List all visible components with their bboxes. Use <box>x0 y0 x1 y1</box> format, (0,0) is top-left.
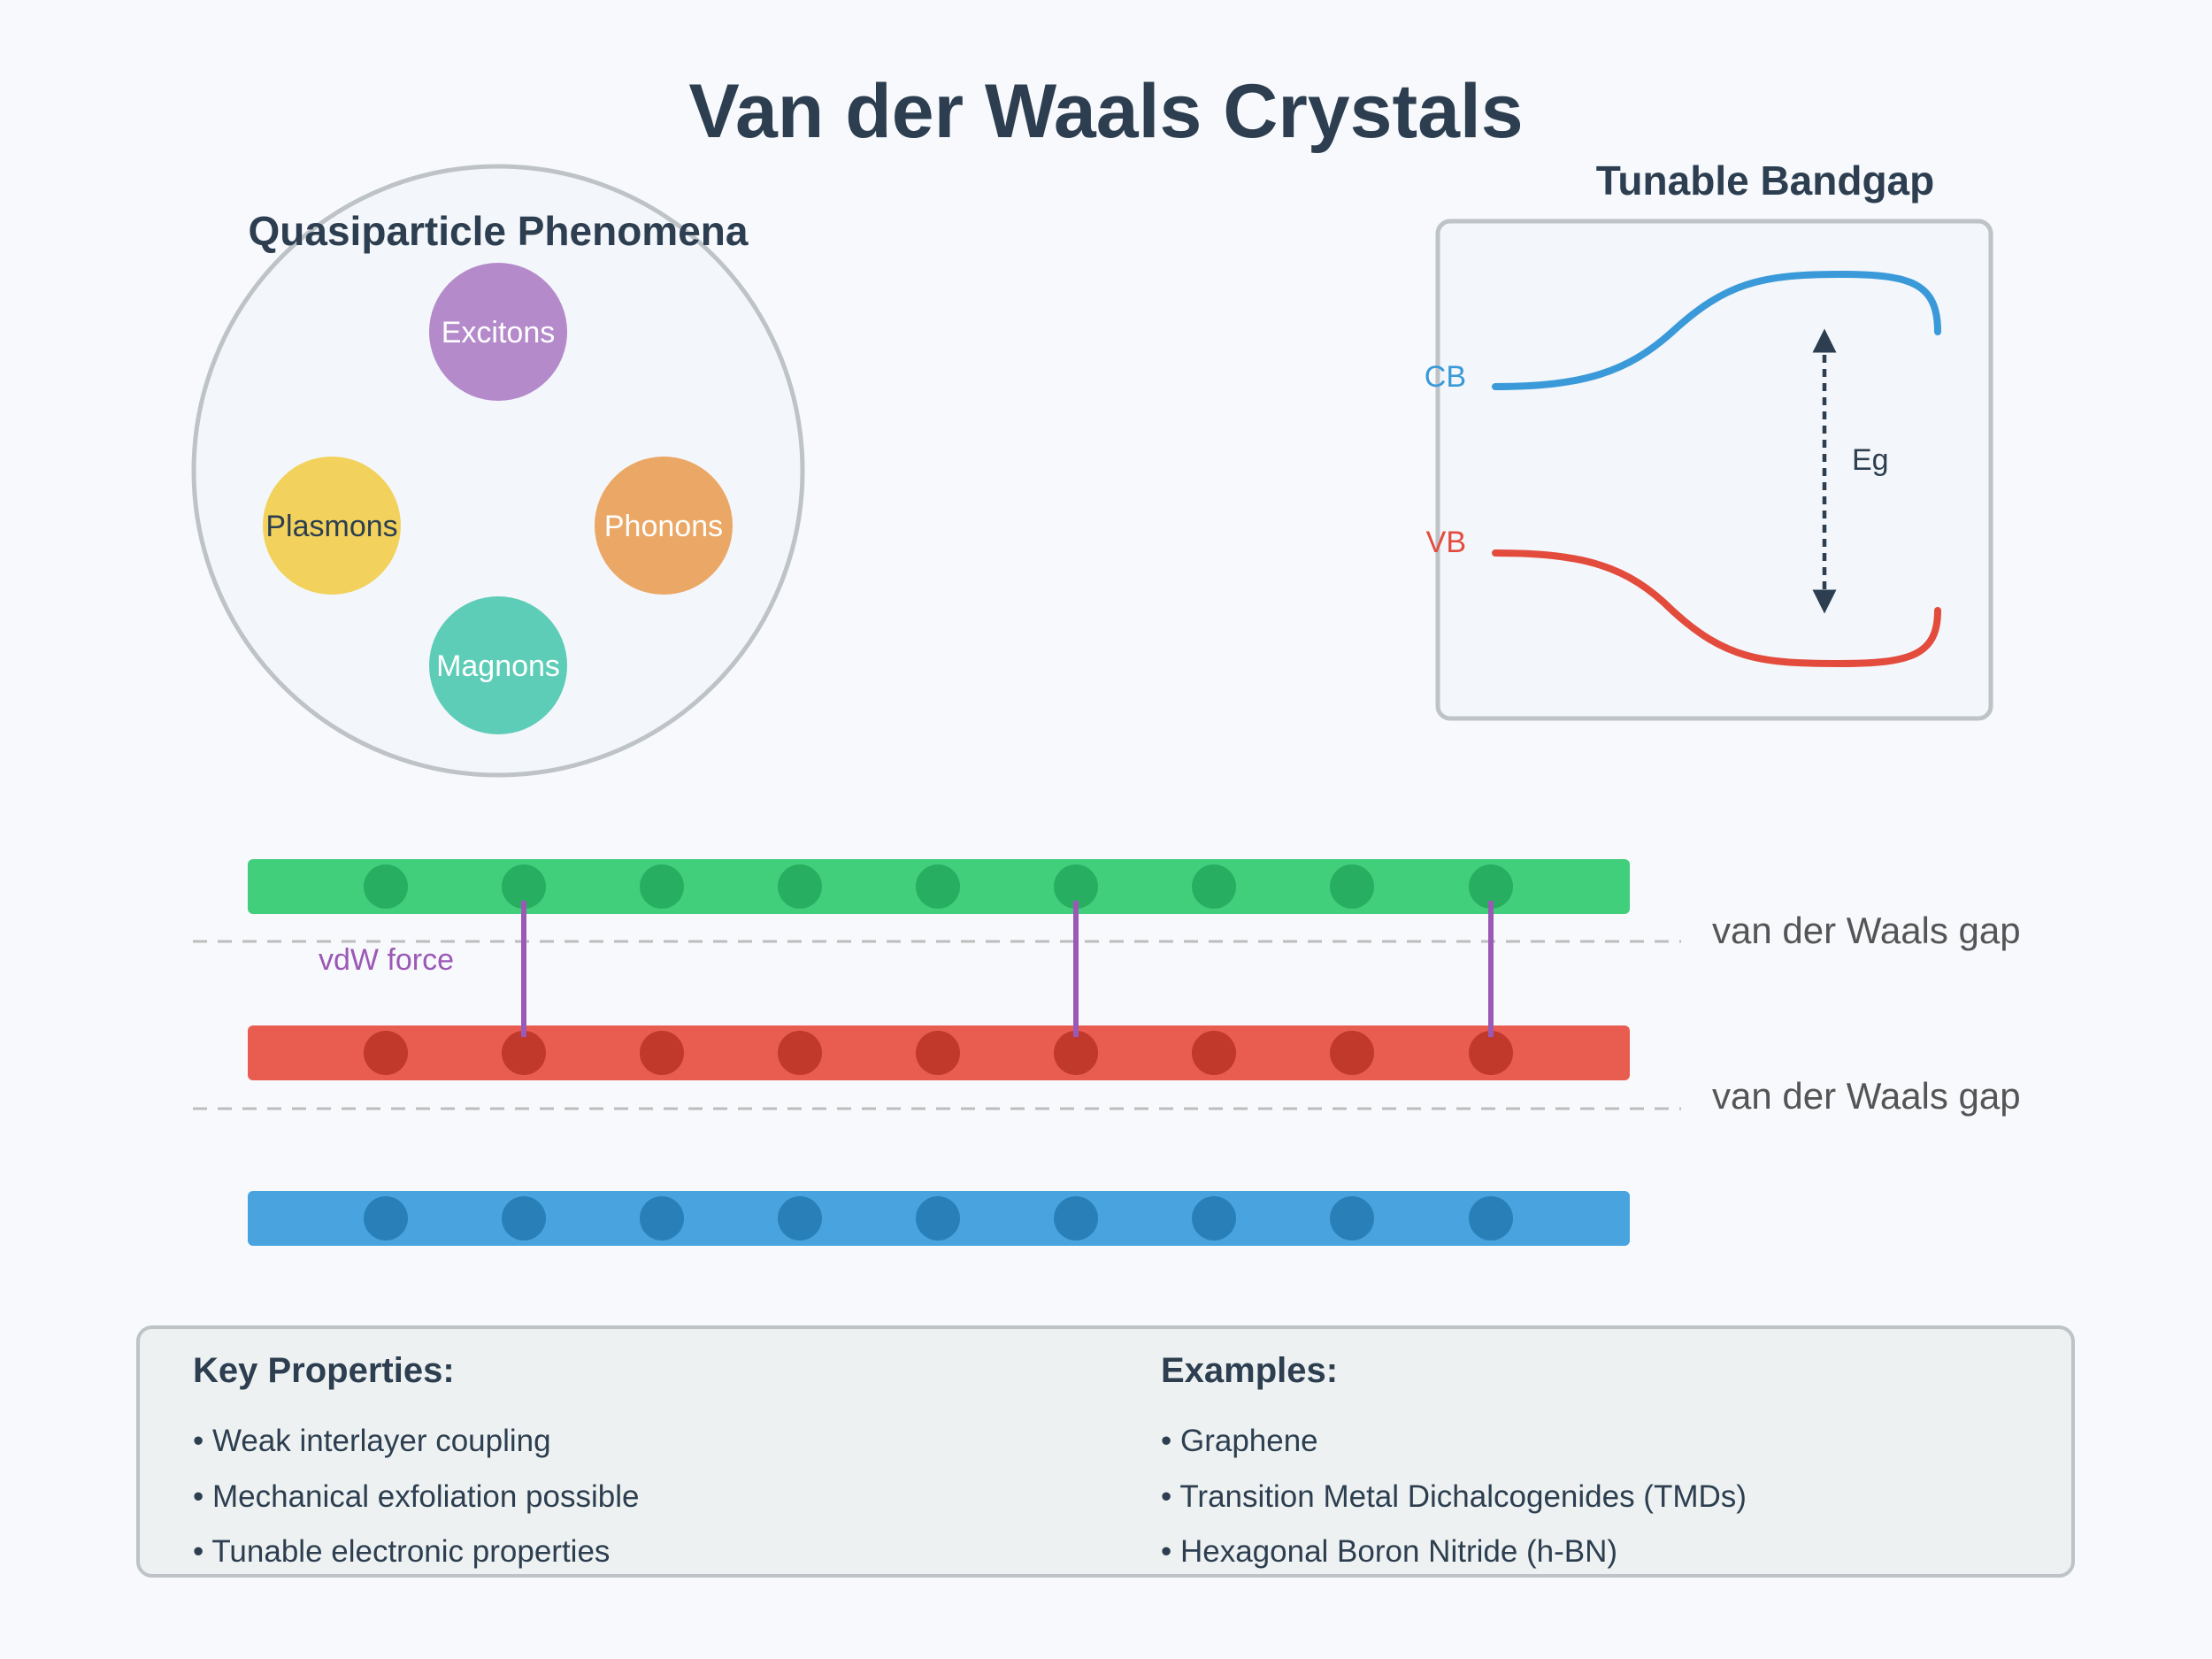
atom <box>502 864 546 909</box>
quasiparticle-circle <box>595 457 733 595</box>
property-item: • Mechanical exfoliation possible <box>193 1479 639 1514</box>
atom <box>778 1196 822 1240</box>
quasiparticle-label: Phonons <box>604 510 723 543</box>
atom <box>916 1196 960 1240</box>
quasiparticle-boundary <box>191 164 805 778</box>
conduction-band-curve <box>1492 270 1941 390</box>
example-item: • Hexagonal Boron Nitride (h-BN) <box>1161 1534 1617 1569</box>
properties-heading: Key Properties: <box>193 1351 455 1390</box>
quasiparticle-label: Excitons <box>442 316 556 349</box>
bandgap-frame <box>1435 219 1993 721</box>
gap-label: Eg <box>1852 443 1889 477</box>
atom <box>778 864 822 909</box>
quasiparticle-label: Magnons <box>436 649 560 683</box>
atom <box>1054 1031 1098 1075</box>
atom <box>364 1031 408 1075</box>
vdw-force-label: vdW force <box>319 943 454 977</box>
quasiparticle-phonons: Phonons <box>595 457 733 595</box>
atom <box>364 864 408 909</box>
atom <box>1469 1196 1513 1240</box>
crystal-layer-3 <box>248 1191 1630 1246</box>
crystal-layer-1 <box>248 859 1630 914</box>
examples-heading: Examples: <box>1161 1351 1338 1390</box>
bandgap-heading: Tunable Bandgap <box>1596 157 1935 204</box>
example-item: • Transition Metal Dichalcogenides (TMDs… <box>1161 1479 1747 1514</box>
quasiparticle-label: Plasmons <box>265 510 397 543</box>
atom <box>778 1031 822 1075</box>
cb-label: CB <box>1425 360 1466 394</box>
atom <box>916 1031 960 1075</box>
atom <box>916 864 960 909</box>
vdw-gap-label-1: van der Waals gap <box>1712 910 2021 951</box>
atom <box>1330 1031 1374 1075</box>
vb-label: VB <box>1426 526 1466 559</box>
atom <box>1192 1196 1236 1240</box>
main-title: Van der Waals Crystals <box>688 69 1523 154</box>
quasiparticle-circle <box>429 596 567 734</box>
atom <box>1469 864 1513 909</box>
example-item: • Graphene <box>1161 1424 1318 1458</box>
quasiparticle-excitons: Excitons <box>429 263 567 401</box>
atom <box>1192 864 1236 909</box>
info-box-frame <box>136 1325 2075 1578</box>
atom <box>502 1196 546 1240</box>
atom <box>1192 1031 1236 1075</box>
quasiparticle-circle <box>263 457 401 595</box>
atom <box>640 1196 684 1240</box>
crystal-layer-2 <box>248 1025 1630 1080</box>
property-item: • Tunable electronic properties <box>193 1534 610 1569</box>
atom <box>502 1031 546 1075</box>
atom <box>640 1031 684 1075</box>
info-box: Key Properties: • Weak interlayer coupli… <box>136 1325 2075 1578</box>
quasiparticle-plasmons: Plasmons <box>263 457 401 595</box>
bandgap-panel: Tunable Bandgap CB VB Eg <box>1425 157 1993 721</box>
atom <box>364 1196 408 1240</box>
atom <box>640 864 684 909</box>
vdw-gap-label-2: van der Waals gap <box>1712 1075 2021 1117</box>
atom <box>1054 1196 1098 1240</box>
property-item: • Weak interlayer coupling <box>193 1424 551 1458</box>
quasiparticle-magnons: Magnons <box>429 596 567 734</box>
atom <box>1330 1196 1374 1240</box>
atom <box>1469 1031 1513 1075</box>
atom <box>1330 864 1374 909</box>
quasiparticle-circle <box>429 263 567 401</box>
atom <box>1054 864 1098 909</box>
layer-stack: van der Waals gap van der Waals gap vdW … <box>193 859 2021 1246</box>
quasiparticle-heading: Quasiparticle Phenomena <box>249 208 749 254</box>
quasiparticle-panel: Quasiparticle Phenomena Excitons Plasmons… <box>191 164 805 778</box>
valence-band-curve <box>1492 549 1941 668</box>
